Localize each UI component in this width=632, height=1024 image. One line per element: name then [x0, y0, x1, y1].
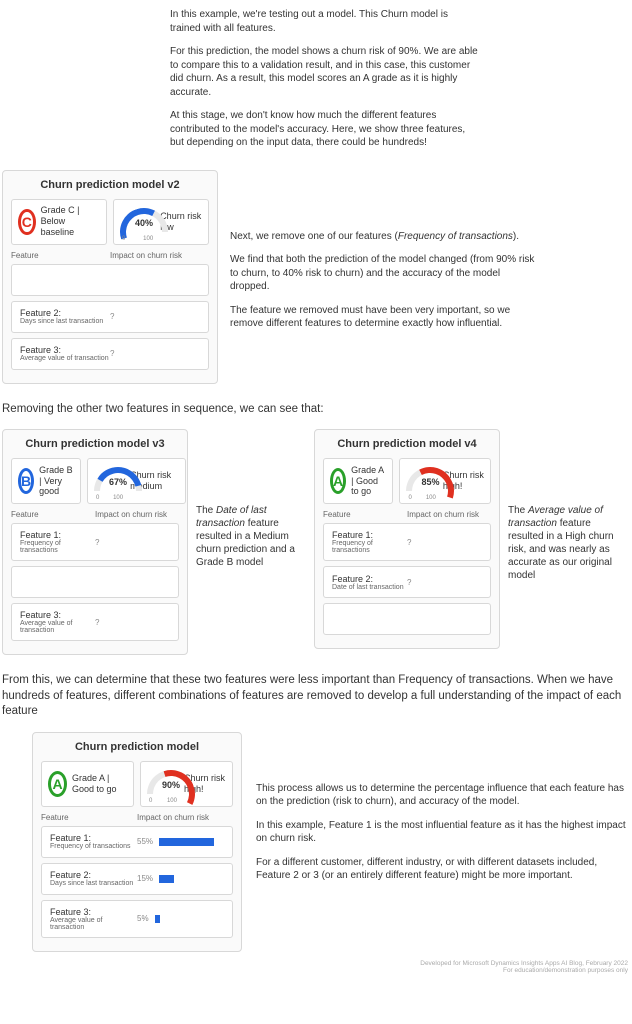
grade-circle-icon: A	[330, 468, 346, 494]
final-side-text: This process allows us to determine the …	[256, 732, 630, 893]
feature-row-1: Feature 1:Frequency of transactions ?	[11, 523, 179, 561]
feature-row-3: Feature 3:Average value of transaction ?	[11, 603, 179, 641]
card-title: Churn prediction model v3	[11, 438, 179, 450]
note-v4: The Average value of transaction feature…	[508, 429, 618, 582]
churn-metric: 67% 0100 Churn risk medium	[87, 458, 186, 504]
feature-row-2: Feature 2:Days since last transaction 15…	[41, 863, 233, 895]
impact-unknown: ?	[407, 578, 482, 587]
intro-p1: In this example, we're testing out a mod…	[170, 8, 480, 35]
model-card-v2: Churn prediction model v2 C Grade C | Be…	[2, 170, 218, 384]
model-card-final: Churn prediction model A Grade A | Good …	[32, 732, 242, 952]
final-p2: In this example, Feature 1 is the most i…	[256, 819, 630, 846]
feature-row-2: Feature 2:Days since last transaction ?	[11, 301, 209, 333]
feature-row-2: Feature 2:Date of last transaction ?	[323, 566, 491, 598]
gauge-icon: 85% 0100	[406, 467, 437, 495]
grade-circle-icon: B	[18, 468, 34, 494]
feature-row-1: Feature 1:Frequency of transactions ?	[323, 523, 491, 561]
column-headers: FeatureImpact on churn risk	[11, 251, 209, 260]
between-text-1: Removing the other two features in seque…	[2, 402, 630, 418]
footnote: Developed for Microsoft Dynamics Insight…	[4, 960, 628, 976]
impact-bar: 15%	[137, 874, 224, 883]
side-p2: We find that both the prediction of the …	[230, 253, 540, 294]
side-p3: The feature we removed must have been ve…	[230, 304, 540, 331]
gauge-icon: 67% 0100	[94, 467, 125, 495]
card-title: Churn prediction model v4	[323, 438, 491, 450]
card-title: Churn prediction model v2	[11, 179, 209, 191]
feature-row-1: Feature 1:Frequency of transactions 55%	[41, 826, 233, 858]
note-v3: The Date of last transaction feature res…	[196, 429, 306, 569]
impact-unknown: ?	[110, 349, 200, 358]
side-p1: Next, we remove one of our features (Fre…	[230, 230, 540, 244]
grade-text: Grade A | Good to go	[351, 465, 386, 497]
churn-metric: 85% 0100 Churn risk high!	[399, 458, 491, 504]
grade-text: Grade A | Good to go	[72, 773, 127, 795]
column-headers: FeatureImpact on churn risk	[323, 510, 491, 519]
card-title: Churn prediction model	[41, 741, 233, 753]
intro-text: In this example, we're testing out a mod…	[170, 0, 480, 150]
grade-text: Grade C | Below baseline	[41, 205, 100, 237]
column-headers: FeatureImpact on churn risk	[11, 510, 179, 519]
intro-p2: For this prediction, the model shows a c…	[170, 45, 480, 99]
churn-metric: 40% 0100 Churn risk low	[113, 199, 209, 245]
impact-unknown: ?	[95, 618, 170, 627]
between-text-2: From this, we can determine that these t…	[2, 673, 630, 720]
impact-unknown: ?	[95, 538, 170, 547]
impact-bar: 55%	[137, 837, 224, 846]
feature-row-empty	[11, 264, 209, 296]
grade-metric: A Grade A | Good to go	[323, 458, 393, 504]
feature-row-3: Feature 3:Average value of transaction 5…	[41, 900, 233, 938]
impact-unknown: ?	[110, 312, 200, 321]
gauge-icon: 40% 0100	[120, 208, 155, 236]
model-card-v3: Churn prediction model v3 B Grade B | Ve…	[2, 429, 188, 655]
grade-metric: C Grade C | Below baseline	[11, 199, 107, 245]
feature-row-empty	[323, 603, 491, 635]
grade-metric: B Grade B | Very good	[11, 458, 81, 504]
final-p3: For a different customer, different indu…	[256, 856, 630, 883]
final-p1: This process allows us to determine the …	[256, 782, 630, 809]
grade-circle-icon: C	[18, 209, 36, 235]
gauge-icon: 90% 0100	[147, 770, 179, 798]
side-text-v2: Next, we remove one of our features (Fre…	[230, 170, 540, 341]
grade-metric: A Grade A | Good to go	[41, 761, 134, 807]
churn-metric: 90% 0100 Churn risk high!	[140, 761, 233, 807]
feature-row-3: Feature 3:Average value of transaction ?	[11, 338, 209, 370]
grade-text: Grade B | Very good	[39, 465, 74, 497]
impact-unknown: ?	[407, 538, 482, 547]
feature-row-empty	[11, 566, 179, 598]
intro-p3: At this stage, we don't know how much th…	[170, 109, 480, 150]
model-card-v4: Churn prediction model v4 A Grade A | Go…	[314, 429, 500, 649]
impact-bar: 5%	[137, 914, 224, 923]
grade-circle-icon: A	[48, 771, 67, 797]
column-headers: FeatureImpact on churn risk	[41, 813, 233, 822]
